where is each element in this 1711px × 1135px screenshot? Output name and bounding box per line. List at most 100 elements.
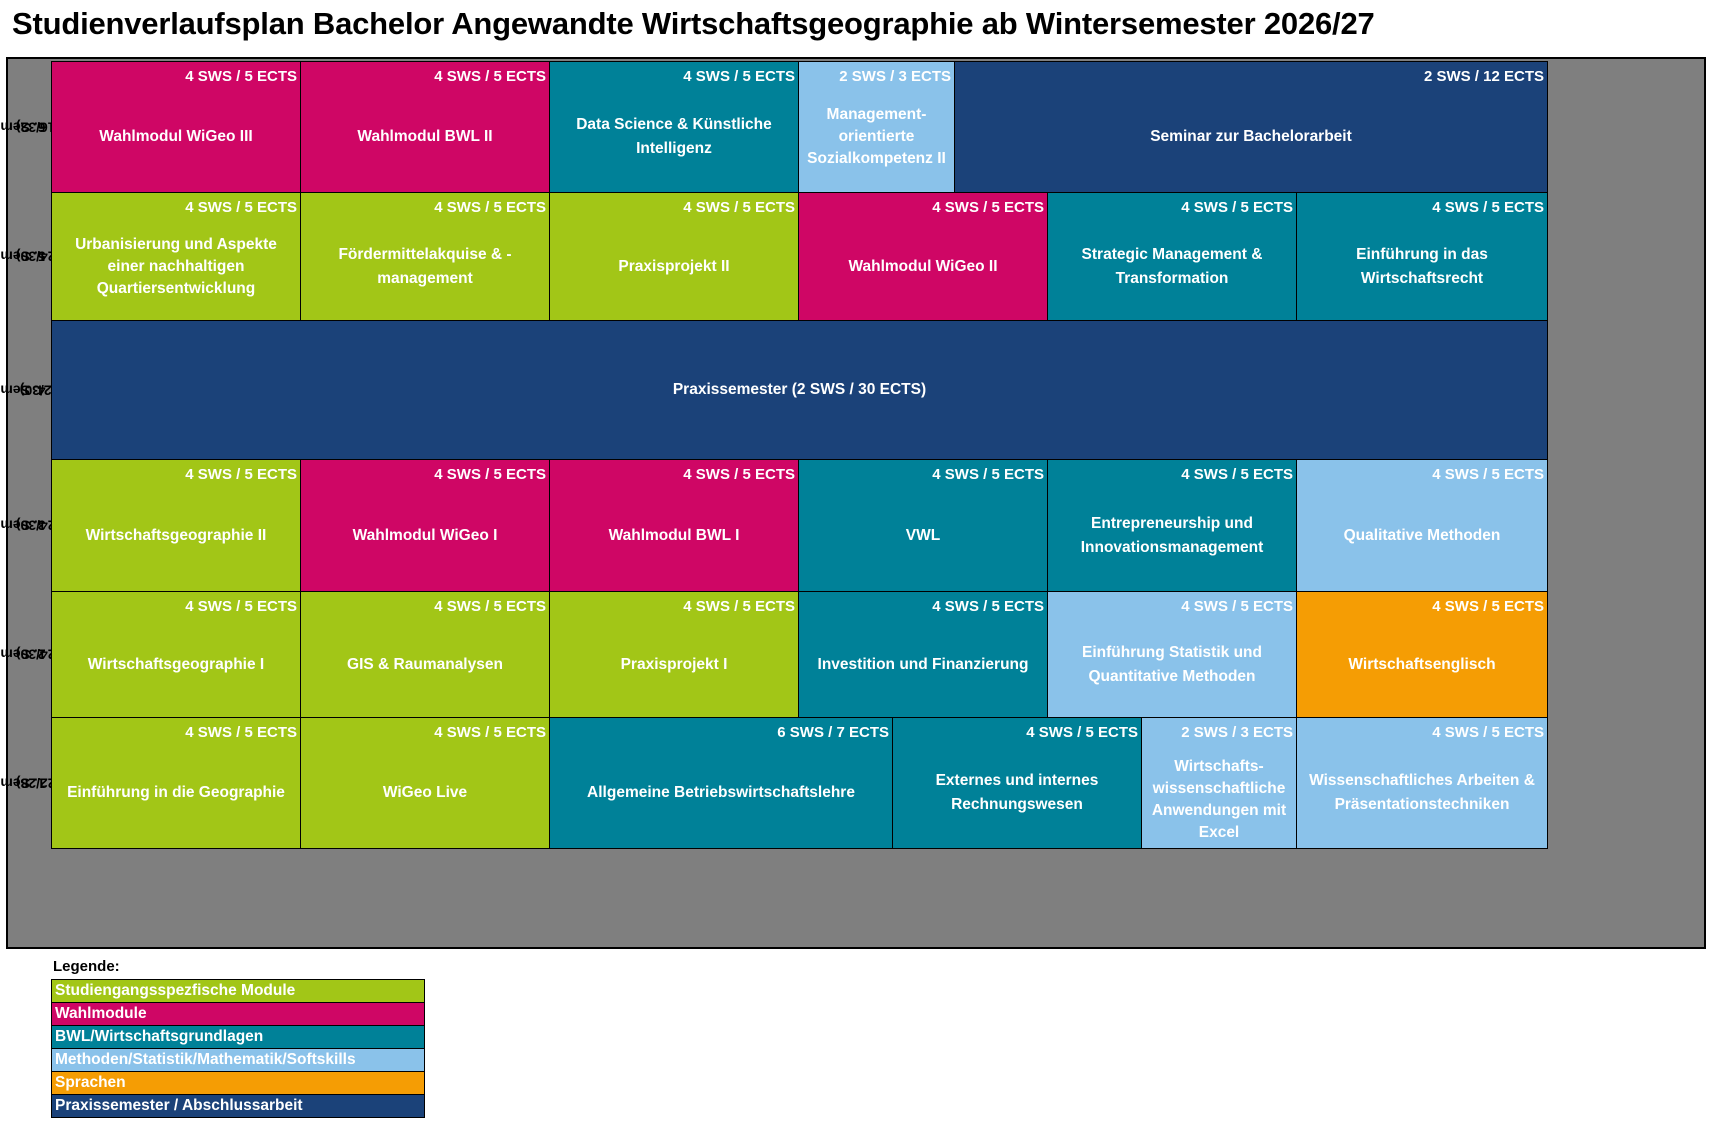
module-cell: 2 SWS / 12 ECTS Seminar zur Bachelorarbe… xyxy=(954,61,1548,193)
module-name: Wirtschaftsgeographie I xyxy=(87,655,265,673)
module-name: Fördermittelakquise & -management xyxy=(338,245,512,287)
module-credits: 4 SWS / 5 ECTS xyxy=(185,466,297,483)
legend-item-studiengang: Studiengangsspezfische Module xyxy=(51,979,425,1003)
legend-item-sprachen: Sprachen xyxy=(51,1071,425,1095)
study-plan-grid: 6. Sem. (16/32) 5. Sem. (24/30) 4. Sem. (2/… xyxy=(0,57,1706,949)
module-credits: 4 SWS / 5 ECTS xyxy=(1432,466,1544,483)
legend-title: Legende: xyxy=(53,958,120,975)
module-cell: 4 SWS / 5 ECTS Entrepreneurship und Inno… xyxy=(1047,459,1297,592)
module-cell: 4 SWS / 5 ECTS Praxisprojekt II xyxy=(549,192,799,321)
module-name: Strategic Management & Transformation xyxy=(1081,245,1263,287)
semester-label-3: 3. Sem. (24/30) xyxy=(0,459,60,591)
module-cell: 4 SWS / 5 ECTS Einführung in das Wirtsch… xyxy=(1296,192,1548,321)
module-cell: 4 SWS / 5 ECTS Praxisprojekt I xyxy=(549,591,799,718)
module-credits: 4 SWS / 5 ECTS xyxy=(1432,598,1544,615)
module-name: Entrepreneurship und Innovationsmanageme… xyxy=(1080,514,1264,556)
module-cell: 4 SWS / 5 ECTS GIS & Raumanalysen xyxy=(300,591,550,718)
module-cell: 4 SWS / 5 ECTS Strategic Management & Tr… xyxy=(1047,192,1297,321)
module-credits: 4 SWS / 5 ECTS xyxy=(1181,598,1293,615)
module-credits: 4 SWS / 5 ECTS xyxy=(185,68,297,85)
module-name: Wissenschaftliches Arbeiten & Präsentati… xyxy=(1309,772,1535,813)
module-name: Externes und internes Rechnungswesen xyxy=(935,772,1099,813)
module-name: Einführung Statistik und Quantitative Me… xyxy=(1082,643,1262,685)
module-cell: 4 SWS / 5 ECTS Fördermittelakquise & -ma… xyxy=(300,192,550,321)
module-credits: 4 SWS / 5 ECTS xyxy=(683,199,795,216)
module-name: GIS & Raumanalysen xyxy=(347,655,503,673)
module-name: Wahlmodul BWL II xyxy=(357,128,493,145)
module-cell: 4 SWS / 5 ECTS VWL xyxy=(798,459,1048,592)
module-cell: 4 SWS / 5 ECTS Investition und Finanzier… xyxy=(798,591,1048,718)
page-title: Studienverlaufsplan Bachelor Angewandte … xyxy=(12,6,1375,41)
module-credits: 4 SWS / 5 ECTS xyxy=(185,199,297,216)
module-cell: 2 SWS / 3 ECTS Management-orientierte So… xyxy=(798,61,955,193)
module-cell: 4 SWS / 5 ECTS Urbanisierung und Aspekte… xyxy=(51,192,301,321)
module-name: Wahlmodul WiGeo III xyxy=(99,128,253,145)
module-name: Urbanisierung und Aspekte einer nachhalt… xyxy=(75,235,277,297)
module-cell: 4 SWS / 5 ECTS Einführung in die Geograp… xyxy=(51,717,301,849)
module-name: Data Science & Künstliche Intelligenz xyxy=(576,116,772,157)
module-credits: 4 SWS / 5 ECTS xyxy=(932,466,1044,483)
module-name: Wahlmodul WiGeo II xyxy=(848,257,998,275)
module-credits: 4 SWS / 5 ECTS xyxy=(1181,199,1293,216)
module-cell: 4 SWS / 5 ECTS WiGeo Live xyxy=(300,717,550,849)
semester-label-1: 1. Sem. (22/28) xyxy=(0,717,60,849)
module-name: Wirtschafts-wissenschaftliche Anwendunge… xyxy=(1151,758,1287,841)
module-credits: 4 SWS / 5 ECTS xyxy=(1181,466,1293,483)
module-credits: 4 SWS / 5 ECTS xyxy=(434,466,546,483)
module-credits: 4 SWS / 5 ECTS xyxy=(683,68,795,85)
module-credits: 4 SWS / 5 ECTS xyxy=(932,199,1044,216)
module-credits: 6 SWS / 7 ECTS xyxy=(777,724,889,741)
module-name: WiGeo Live xyxy=(382,784,468,801)
module-name: Management-orientierte Sozialkompetenz I… xyxy=(807,106,946,167)
module-name: Seminar zur Bachelorarbeit xyxy=(1150,128,1352,145)
legend-item-wahlmodule: Wahlmodule xyxy=(51,1002,425,1026)
module-cell: 2 SWS / 3 ECTS Wirtschafts-wissenschaftl… xyxy=(1141,717,1297,849)
module-name: Praxisprojekt II xyxy=(618,257,730,275)
module-name: Praxissemester (2 SWS / 30 ECTS) xyxy=(672,381,927,398)
module-cell: 4 SWS / 5 ECTS Wirtschaftsgeographie I xyxy=(51,591,301,718)
module-name: Wirtschaftsgeographie II xyxy=(85,526,267,544)
semester-label-6: 6. Sem. (16/32) xyxy=(0,61,60,192)
module-cell: 4 SWS / 5 ECTS Wirtschaftsgeographie II xyxy=(51,459,301,592)
module-credits: 4 SWS / 5 ECTS xyxy=(434,199,546,216)
module-credits: 4 SWS / 5 ECTS xyxy=(1026,724,1138,741)
legend-item-bwl: BWL/Wirtschaftsgrundlagen xyxy=(51,1025,425,1049)
module-name: Wahlmodul BWL I xyxy=(608,526,740,544)
module-cell: Praxissemester (2 SWS / 30 ECTS) xyxy=(51,320,1548,460)
legend-item-methoden: Methoden/Statistik/Mathematik/Softskills xyxy=(51,1048,425,1072)
module-cell: 4 SWS / 5 ECTS Wahlmodul WiGeo II xyxy=(798,192,1048,321)
module-name: Allgemeine Betriebswirtschaftslehre xyxy=(587,784,855,801)
module-cell: 4 SWS / 5 ECTS Wahlmodul WiGeo I xyxy=(300,459,550,592)
module-credits: 4 SWS / 5 ECTS xyxy=(683,466,795,483)
module-credits: 2 SWS / 12 ECTS xyxy=(1423,68,1544,85)
module-credits: 2 SWS / 3 ECTS xyxy=(1181,724,1293,741)
module-credits: 4 SWS / 5 ECTS xyxy=(932,598,1044,615)
module-cell: 4 SWS / 5 ECTS Wirtschaftsenglisch xyxy=(1296,591,1548,718)
module-credits: 4 SWS / 5 ECTS xyxy=(683,598,795,615)
module-credits: 4 SWS / 5 ECTS xyxy=(434,598,546,615)
module-cell: 6 SWS / 7 ECTS Allgemeine Betriebswirtsc… xyxy=(549,717,893,849)
module-name: Einführung in das Wirtschaftsrecht xyxy=(1356,245,1488,287)
module-name: Praxisprojekt I xyxy=(620,655,728,673)
module-cell: 4 SWS / 5 ECTS Wissenschaftliches Arbeit… xyxy=(1296,717,1548,849)
module-name: Qualitative Methoden xyxy=(1343,526,1501,544)
module-credits: 4 SWS / 5 ECTS xyxy=(185,598,297,615)
module-name: Wahlmodul WiGeo I xyxy=(352,526,498,544)
module-credits: 4 SWS / 5 ECTS xyxy=(434,68,546,85)
module-name: Einführung in die Geographie xyxy=(67,784,285,801)
module-credits: 4 SWS / 5 ECTS xyxy=(185,724,297,741)
module-cell: 4 SWS / 5 ECTS Wahlmodul BWL II xyxy=(300,61,550,193)
semester-label-5: 5. Sem. (24/30) xyxy=(0,192,60,320)
legend-item-praxissemester: Praxissemester / Abschlussarbeit xyxy=(51,1094,425,1118)
module-cell: 4 SWS / 5 ECTS Wahlmodul BWL I xyxy=(549,459,799,592)
module-name: VWL xyxy=(905,526,941,544)
legend: Studiengangsspezfische Module Wahlmodule… xyxy=(51,979,425,1118)
module-cell: 4 SWS / 5 ECTS Einführung Statistik und … xyxy=(1047,591,1297,718)
module-cell: 4 SWS / 5 ECTS Data Science & Künstliche… xyxy=(549,61,799,193)
module-credits: 4 SWS / 5 ECTS xyxy=(434,724,546,741)
module-credits: 4 SWS / 5 ECTS xyxy=(1432,199,1544,216)
module-name: Investition und Finanzierung xyxy=(817,655,1029,673)
module-cell: 4 SWS / 5 ECTS Wahlmodul WiGeo III xyxy=(51,61,301,193)
module-cell: 4 SWS / 5 ECTS Externes und internes Rec… xyxy=(892,717,1142,849)
semester-label-2: 2. Sem. (24/30) xyxy=(0,591,60,717)
